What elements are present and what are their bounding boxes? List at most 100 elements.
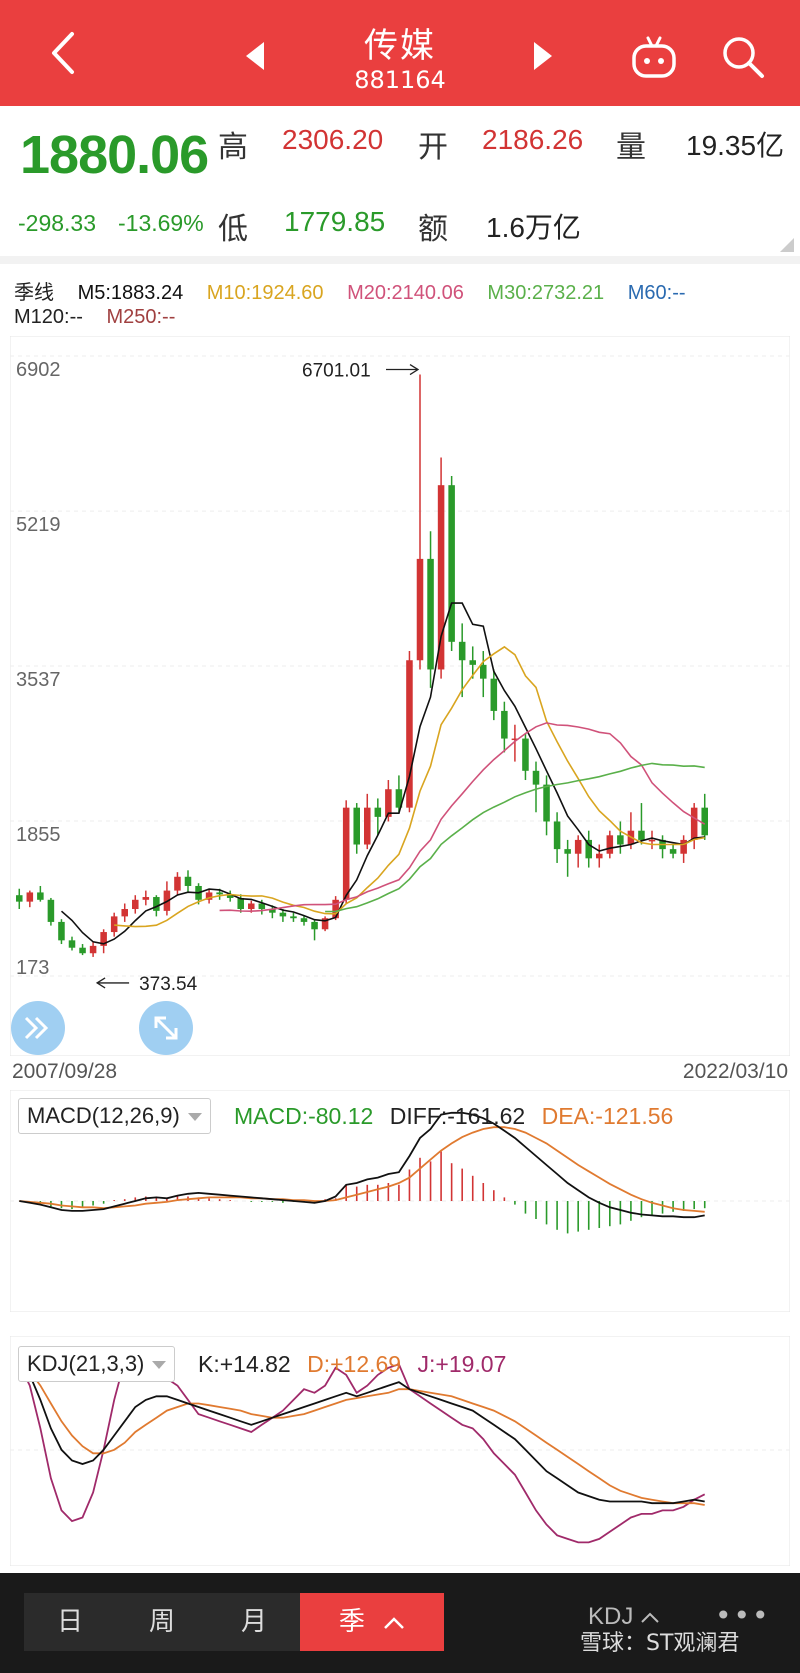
candle-body bbox=[427, 558, 434, 670]
candle-body bbox=[342, 807, 350, 900]
max-high-arrowhead bbox=[409, 363, 420, 376]
candle-body bbox=[458, 641, 466, 661]
candle-body bbox=[68, 940, 76, 948]
candle-body bbox=[395, 789, 403, 808]
ma20-value: M20:2140.06 bbox=[347, 282, 464, 304]
k-value: K:+14.82 bbox=[198, 1351, 291, 1377]
top-nav-bar: 传媒 881164 bbox=[0, 0, 800, 106]
end-date: 2022/03/10 bbox=[682, 1060, 788, 1083]
tab-quarterly-label: 季 bbox=[338, 1607, 365, 1637]
candle-body bbox=[300, 918, 308, 922]
amount-value: 1.6万亿 bbox=[486, 212, 581, 243]
candle-body bbox=[469, 660, 476, 665]
candle-body bbox=[153, 897, 160, 911]
period-label[interactable]: 季线 bbox=[14, 282, 54, 304]
ma5-value: M5:1883.24 bbox=[77, 282, 184, 304]
y-tick-label: 1855 bbox=[16, 824, 61, 846]
bottom-toolbar: 日 周 月 季 KDJ ••• 雪球：ST观澜君 bbox=[0, 1573, 800, 1673]
robot-assistant-icon[interactable] bbox=[628, 34, 680, 80]
indicator-switch-label: KDJ bbox=[588, 1603, 634, 1630]
y-tick-label: 5219 bbox=[16, 514, 61, 536]
kdj-panel bbox=[10, 1336, 790, 1566]
candle-body bbox=[564, 849, 571, 854]
candle-body bbox=[321, 918, 329, 930]
ma10-value: M10:1924.60 bbox=[206, 282, 324, 304]
tab-monthly[interactable]: 月 bbox=[240, 1607, 267, 1637]
amount-label: 额 bbox=[418, 212, 448, 247]
candle-body bbox=[16, 895, 23, 902]
macd-values: MACD:-80.12 DIFF:-161.62 DEA:-121.56 bbox=[234, 1103, 683, 1130]
start-date: 2007/09/28 bbox=[12, 1060, 118, 1083]
price-change-percent: -13.69% bbox=[118, 210, 204, 236]
candle-body bbox=[258, 903, 266, 910]
candle-body bbox=[648, 839, 656, 842]
candle-body bbox=[279, 912, 287, 917]
candle-body bbox=[606, 835, 614, 854]
candle-body bbox=[437, 485, 445, 670]
tab-daily[interactable]: 日 bbox=[56, 1607, 83, 1637]
previous-stock-icon[interactable] bbox=[242, 40, 268, 72]
candle-body bbox=[374, 807, 382, 817]
candle-body bbox=[89, 945, 97, 954]
kdj-indicator-selector[interactable]: KDJ(21,3,3) bbox=[18, 1346, 176, 1382]
indicator-switch[interactable]: KDJ bbox=[588, 1603, 660, 1631]
next-stock-icon[interactable] bbox=[530, 40, 556, 72]
candle-body bbox=[226, 894, 234, 898]
candle-body bbox=[332, 899, 339, 919]
fullscreen-toggle-button[interactable] bbox=[138, 1000, 194, 1056]
candle-body bbox=[690, 807, 698, 840]
candle-body bbox=[364, 807, 371, 845]
candle-body bbox=[237, 897, 244, 910]
price-change: -298.33 bbox=[18, 210, 97, 236]
tab-weekly[interactable]: 周 bbox=[148, 1607, 175, 1637]
section-divider bbox=[0, 256, 800, 264]
candle-body bbox=[701, 807, 708, 836]
expand-corner-icon[interactable] bbox=[780, 238, 794, 252]
macd-indicator-selector[interactable]: MACD(12,26,9) bbox=[18, 1098, 211, 1134]
min-low-annotation: 373.54 bbox=[139, 974, 198, 995]
kdj-indicator-name: KDJ(21,3,3) bbox=[27, 1351, 145, 1376]
open-label: 开 bbox=[418, 130, 448, 165]
back-arrow-icon[interactable] bbox=[40, 28, 90, 78]
candle-body bbox=[205, 892, 213, 900]
candle-body bbox=[142, 897, 150, 900]
scroll-to-start-button[interactable] bbox=[10, 1000, 66, 1056]
kdj-values: K:+14.82 D:+12.69 J:+19.07 bbox=[198, 1351, 516, 1378]
ma60-value: M60:-- bbox=[627, 282, 686, 304]
candle-body bbox=[353, 807, 360, 845]
candle-body bbox=[47, 899, 55, 922]
chevron-up-icon bbox=[384, 1617, 405, 1629]
candle-body bbox=[269, 909, 276, 913]
candle-body bbox=[669, 849, 677, 854]
ma-legend-row-1: 季线 M5:1883.24 M10:1924.60 M20:2140.06 M3… bbox=[14, 276, 704, 305]
j-value: J:+19.07 bbox=[417, 1351, 507, 1377]
candle-body bbox=[532, 770, 540, 785]
stock-name: 传媒 bbox=[364, 26, 436, 66]
ma250-value: M250:-- bbox=[106, 306, 176, 328]
macd-indicator-name: MACD(12,26,9) bbox=[27, 1103, 180, 1128]
candle-body bbox=[416, 558, 424, 661]
candle-body bbox=[617, 835, 624, 845]
last-price: 1880.06 bbox=[20, 125, 209, 185]
ma30-value: M30:2732.21 bbox=[487, 282, 605, 304]
low-label: 低 bbox=[218, 212, 248, 247]
candle-body bbox=[110, 916, 118, 933]
y-tick-label: 3537 bbox=[16, 669, 61, 691]
diff-value: DIFF:-161.62 bbox=[389, 1103, 526, 1129]
candlestick-chart[interactable]: 6902 5219 3537 1855 173 6701.01 373.54 bbox=[10, 336, 790, 1056]
macd-value: MACD:-80.12 bbox=[234, 1103, 374, 1129]
kdj-j-line bbox=[18, 1359, 706, 1544]
tab-quarterly[interactable]: 季 bbox=[300, 1593, 444, 1651]
stock-code: 881164 bbox=[354, 66, 446, 94]
y-tick-label: 173 bbox=[16, 957, 49, 979]
high-label: 高 bbox=[218, 130, 248, 165]
candle-body bbox=[132, 899, 139, 910]
candle-body bbox=[638, 830, 645, 840]
max-high-annotation: 6701.01 bbox=[302, 361, 371, 382]
more-options-icon[interactable]: ••• bbox=[715, 1599, 771, 1632]
search-icon[interactable] bbox=[718, 32, 768, 82]
chevron-up-icon bbox=[641, 1612, 659, 1623]
candle-body bbox=[58, 921, 65, 941]
candle-body bbox=[37, 892, 44, 900]
candle-body bbox=[680, 839, 687, 854]
